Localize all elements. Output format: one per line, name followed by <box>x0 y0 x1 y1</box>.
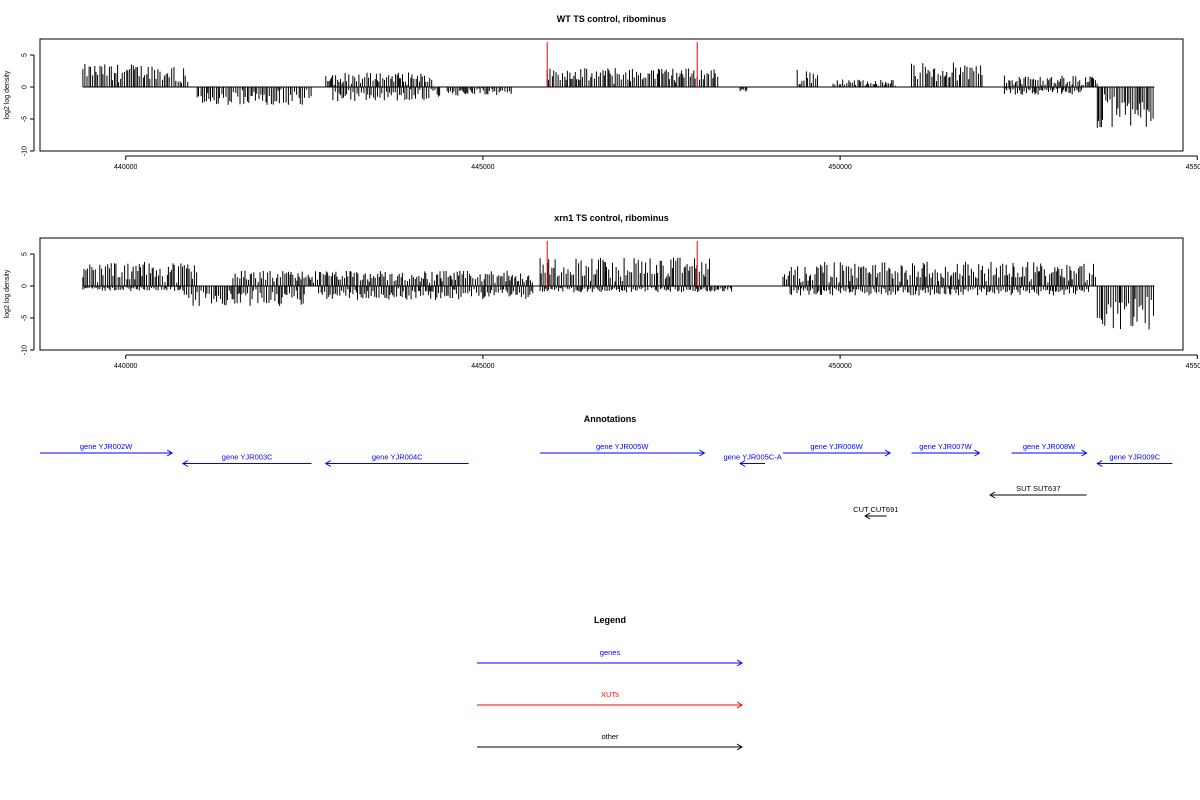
annotation-label: gene YJR005C-A <box>723 453 781 462</box>
annotation-arrow: CUT CUT691 <box>853 505 898 520</box>
y-tick-label: 5 <box>22 53 29 57</box>
panel-title: xrn1 TS control, ribominus <box>554 213 669 223</box>
legend-label: other <box>601 732 619 741</box>
density-bars <box>82 257 1154 330</box>
arrowhead-icon <box>739 460 746 467</box>
y-tick-label: -5 <box>22 116 29 122</box>
arrowhead-icon <box>166 449 174 457</box>
annotation-arrow: gene YJR002W <box>40 442 174 457</box>
annotation-arrow: gene YJR009C <box>1096 453 1173 467</box>
arrowhead-icon <box>736 701 743 709</box>
x-axis: 440000 445000 450000 455000 <box>114 354 1200 370</box>
annotation-arrow: SUT SUT637 <box>989 484 1087 499</box>
annotation-arrow: gene YJR003C <box>181 453 312 467</box>
x-tick-label: 445000 <box>471 363 494 370</box>
y-axis: -10 -5 0 5 <box>22 53 35 156</box>
annotation-arrow: gene YJR006W <box>782 442 892 457</box>
annotation-arrow: gene YJR008W <box>1011 442 1088 457</box>
y-axis: -10 -5 0 5 <box>22 252 35 355</box>
annotations-panel: Annotations gene YJR002W gene YJR003C gene … <box>40 414 1173 520</box>
legend-entry: other <box>477 732 743 751</box>
arrowhead-icon <box>181 460 189 467</box>
annotation-arrow: gene YJR004C <box>324 453 469 467</box>
arrowhead-icon <box>1096 460 1103 467</box>
x-tick-label: 440000 <box>114 363 137 370</box>
legend-entry: genes <box>477 648 743 667</box>
y-tick-label: -10 <box>22 146 29 156</box>
arrowhead-icon <box>989 491 996 499</box>
xrn1-density-panel: xrn1 TS control, ribominus -10 -5 0 5 log2 lo… <box>4 213 1200 370</box>
annotation-label: SUT SUT637 <box>1016 484 1060 493</box>
annotation-label: CUT CUT691 <box>853 505 898 514</box>
wt-density-panel: WT TS control, ribominus -10 -5 0 5 log2 log … <box>4 14 1200 171</box>
y-tick-label: 0 <box>22 284 29 288</box>
x-tick-label: 455000 <box>1186 164 1200 171</box>
legend-entry: XUTs <box>477 690 743 709</box>
density-bars <box>82 62 1154 128</box>
x-tick-label: 450000 <box>828 363 851 370</box>
annotation-label: gene YJR007W <box>919 442 972 451</box>
legend-panel: Legend genes XUTs other <box>477 615 743 751</box>
legend-label: genes <box>600 648 621 657</box>
annotation-arrow: gene YJR005W <box>540 442 706 457</box>
arrowhead-icon <box>736 743 743 751</box>
x-axis: 440000 445000 450000 455000 <box>114 155 1200 171</box>
y-tick-label: -5 <box>22 315 29 321</box>
x-tick-label: 450000 <box>828 164 851 171</box>
x-tick-label: 455000 <box>1186 363 1200 370</box>
arrowhead-icon <box>864 512 871 520</box>
arrowhead-icon <box>699 449 706 457</box>
annotation-label: gene YJR002W <box>80 442 133 451</box>
annotation-label: gene YJR008W <box>1023 442 1076 451</box>
annotation-label: gene YJR006W <box>810 442 863 451</box>
y-axis-label: log2 log density <box>4 70 11 119</box>
annotations-title: Annotations <box>584 414 637 424</box>
arrowhead-icon <box>884 449 892 457</box>
arrowhead-icon <box>736 659 743 667</box>
plot-frame <box>39 38 1184 152</box>
annotation-label: gene YJR009C <box>1109 453 1160 462</box>
panel-title: WT TS control, ribominus <box>557 14 667 24</box>
arrowhead-icon <box>1081 449 1088 457</box>
x-tick-label: 440000 <box>114 164 137 171</box>
annotation-arrow: gene YJR005C-A <box>723 453 782 467</box>
arrowhead-icon <box>974 449 981 457</box>
annotation-arrow: gene YJR007W <box>911 442 981 457</box>
plot-frame <box>39 237 1184 351</box>
annotation-label: gene YJR003C <box>222 453 273 462</box>
y-tick-label: 0 <box>22 85 29 89</box>
annotation-label: gene YJR004C <box>372 453 423 462</box>
legend-label: XUTs <box>601 690 619 699</box>
annotation-label: gene YJR005W <box>596 442 649 451</box>
y-tick-label: 5 <box>22 252 29 256</box>
legend-title: Legend <box>594 615 626 625</box>
arrowhead-icon <box>324 460 332 467</box>
y-tick-label: -10 <box>22 345 29 355</box>
y-axis-label: log2 log density <box>4 269 11 318</box>
x-tick-label: 445000 <box>471 164 494 171</box>
